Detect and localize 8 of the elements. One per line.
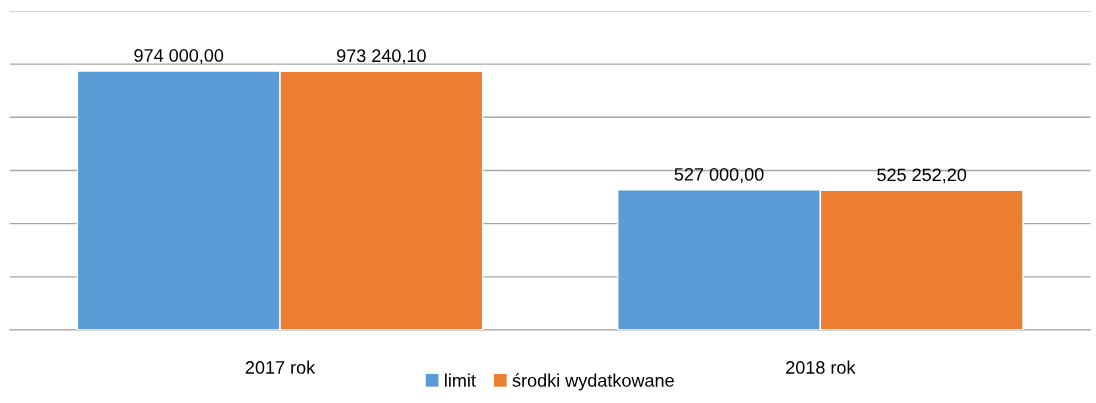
x-tick-label: 2018 rok — [786, 360, 856, 374]
data-label: 973 240,10 — [337, 49, 426, 65]
legend-label: środki wydatkowane — [512, 373, 674, 391]
x-tick-label: 2017 rok — [245, 360, 316, 374]
data-label: 527 000,00 — [674, 167, 764, 183]
legend-label: limit — [445, 373, 476, 387]
data-label: 525 252,20 — [877, 168, 967, 184]
data-label: 974 000,00 — [134, 49, 224, 64]
